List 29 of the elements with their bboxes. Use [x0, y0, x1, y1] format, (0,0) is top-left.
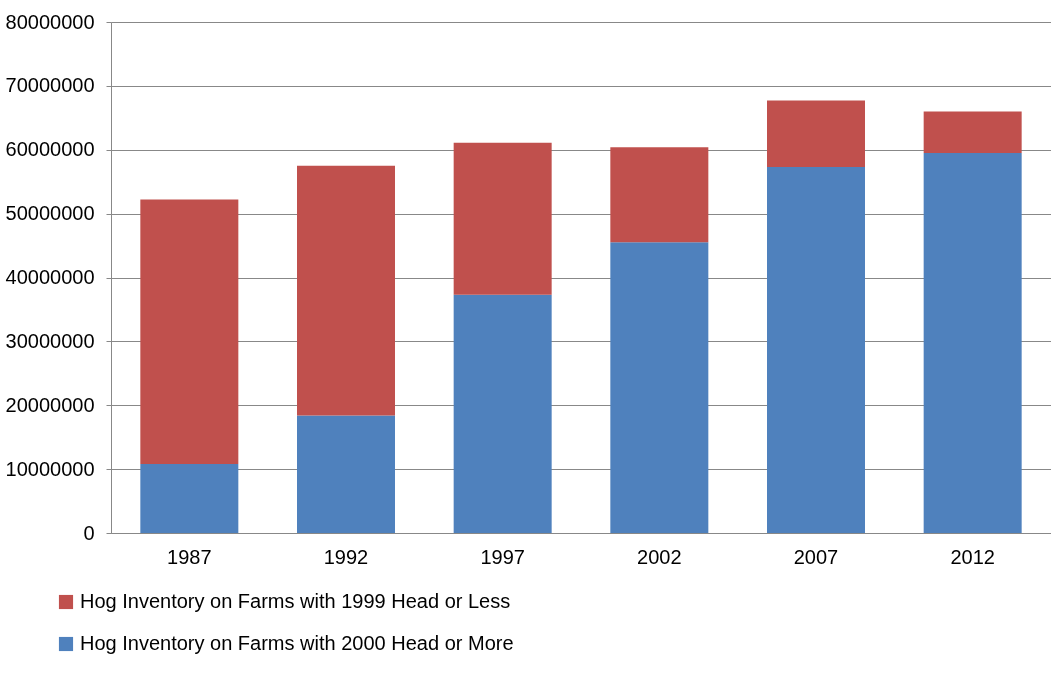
x-tick-label: 1997: [480, 545, 525, 568]
bar: [923, 111, 1022, 153]
y-tick-label: 20000000: [5, 393, 95, 416]
bar: [453, 142, 552, 295]
bar: [610, 147, 709, 243]
bar: [453, 294, 552, 533]
y-tick-label: 0: [83, 521, 95, 544]
bar: [297, 415, 395, 533]
bar: [297, 165, 395, 416]
x-tick-label: 2012: [950, 545, 995, 568]
y-tick-label: 80000000: [5, 10, 95, 33]
y-tick-label: 70000000: [5, 74, 95, 97]
y-tick-label: 50000000: [5, 202, 95, 225]
y-tick-label: 40000000: [5, 266, 95, 288]
bar: [767, 100, 865, 167]
bar: [140, 199, 239, 465]
x-tick-label: 1992: [323, 545, 369, 568]
x-tick-label: 2002: [637, 545, 682, 568]
bar: [767, 167, 865, 533]
x-tick-label: 2007: [793, 545, 839, 568]
y-tick-label: 30000000: [5, 329, 95, 352]
bar: [923, 152, 1022, 533]
legend-label: Hog Inventory on Farms with 1999 Head or Less: [80, 590, 511, 612]
bar: [610, 242, 709, 533]
legend-label: Hog Inventory on Farms with 2000 Head or More: [80, 632, 514, 654]
bar: [140, 464, 239, 533]
y-tick-label: 10000000: [5, 457, 95, 480]
y-tick-label: 60000000: [5, 138, 95, 161]
x-tick-label: 1987: [167, 545, 212, 568]
